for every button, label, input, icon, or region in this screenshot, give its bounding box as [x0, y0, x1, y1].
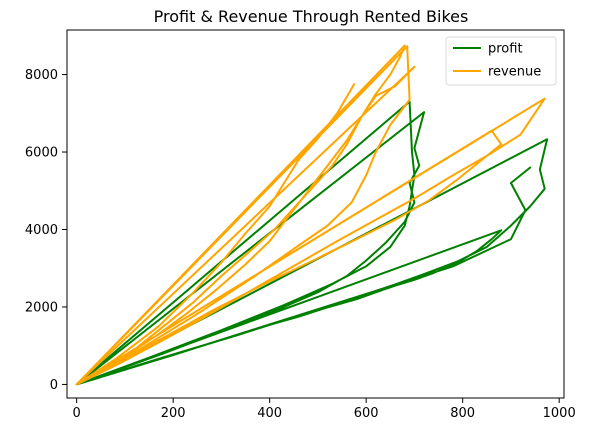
y-axis: 0 2000 4000 6000 8000	[25, 68, 67, 393]
legend-label-profit: profit	[488, 42, 523, 57]
legend: profit revenue	[445, 36, 557, 86]
x-tick-label: 200	[161, 406, 186, 421]
x-tick-label: 800	[450, 406, 475, 421]
series-line-revenue	[75, 44, 546, 386]
y-tick-label: 4000	[25, 223, 58, 238]
x-tick-label: 400	[257, 406, 282, 421]
legend-label-revenue: revenue	[488, 65, 541, 80]
y-tick-label: 8000	[25, 68, 58, 83]
series-line-profit	[75, 100, 549, 386]
y-tick-label: 0	[50, 378, 58, 393]
series-layer	[75, 44, 549, 386]
x-axis: 0 200 400 600 800 1000	[73, 398, 576, 421]
x-tick-label: 0	[73, 406, 81, 421]
x-tick-label: 600	[354, 406, 379, 421]
y-tick-label: 2000	[25, 300, 58, 315]
plot-frame	[66, 29, 565, 399]
plot-area	[66, 29, 565, 399]
chart-title: Profit & Revenue Through Rented Bikes	[154, 7, 469, 26]
y-tick-label: 6000	[25, 146, 58, 161]
x-tick-label: 1000	[543, 406, 576, 421]
